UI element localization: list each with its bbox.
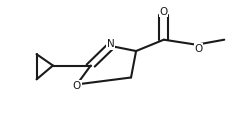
Text: O: O bbox=[195, 44, 203, 54]
Text: O: O bbox=[73, 81, 81, 91]
Text: N: N bbox=[107, 39, 114, 50]
Text: O: O bbox=[160, 7, 168, 17]
